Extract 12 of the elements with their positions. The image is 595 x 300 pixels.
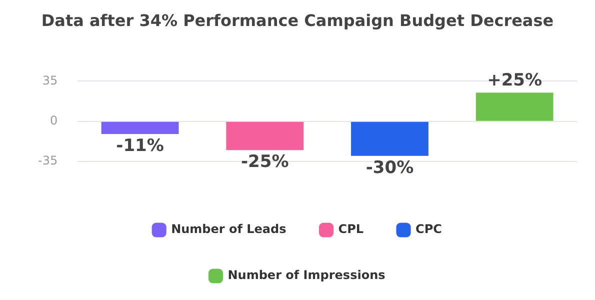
data-label: -30% <box>366 158 414 178</box>
chart-title: Data after 34% Performance Campaign Budget Decrease <box>41 10 554 30</box>
legend-label: CPC <box>416 222 442 236</box>
data-label: -11% <box>116 136 164 156</box>
y-tick-label: 35 <box>42 73 58 88</box>
data-label: -25% <box>241 152 289 172</box>
legend-label: Number of Leads <box>171 222 286 236</box>
legend-label: CPL <box>338 222 364 236</box>
legend-label: Number of Impressions <box>228 268 386 282</box>
data-label: +25% <box>487 70 542 91</box>
y-tick-label: 0 <box>50 114 58 128</box>
y-tick-label: -35 <box>38 154 58 168</box>
